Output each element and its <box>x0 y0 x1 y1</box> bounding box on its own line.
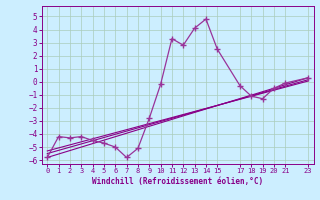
X-axis label: Windchill (Refroidissement éolien,°C): Windchill (Refroidissement éolien,°C) <box>92 177 263 186</box>
